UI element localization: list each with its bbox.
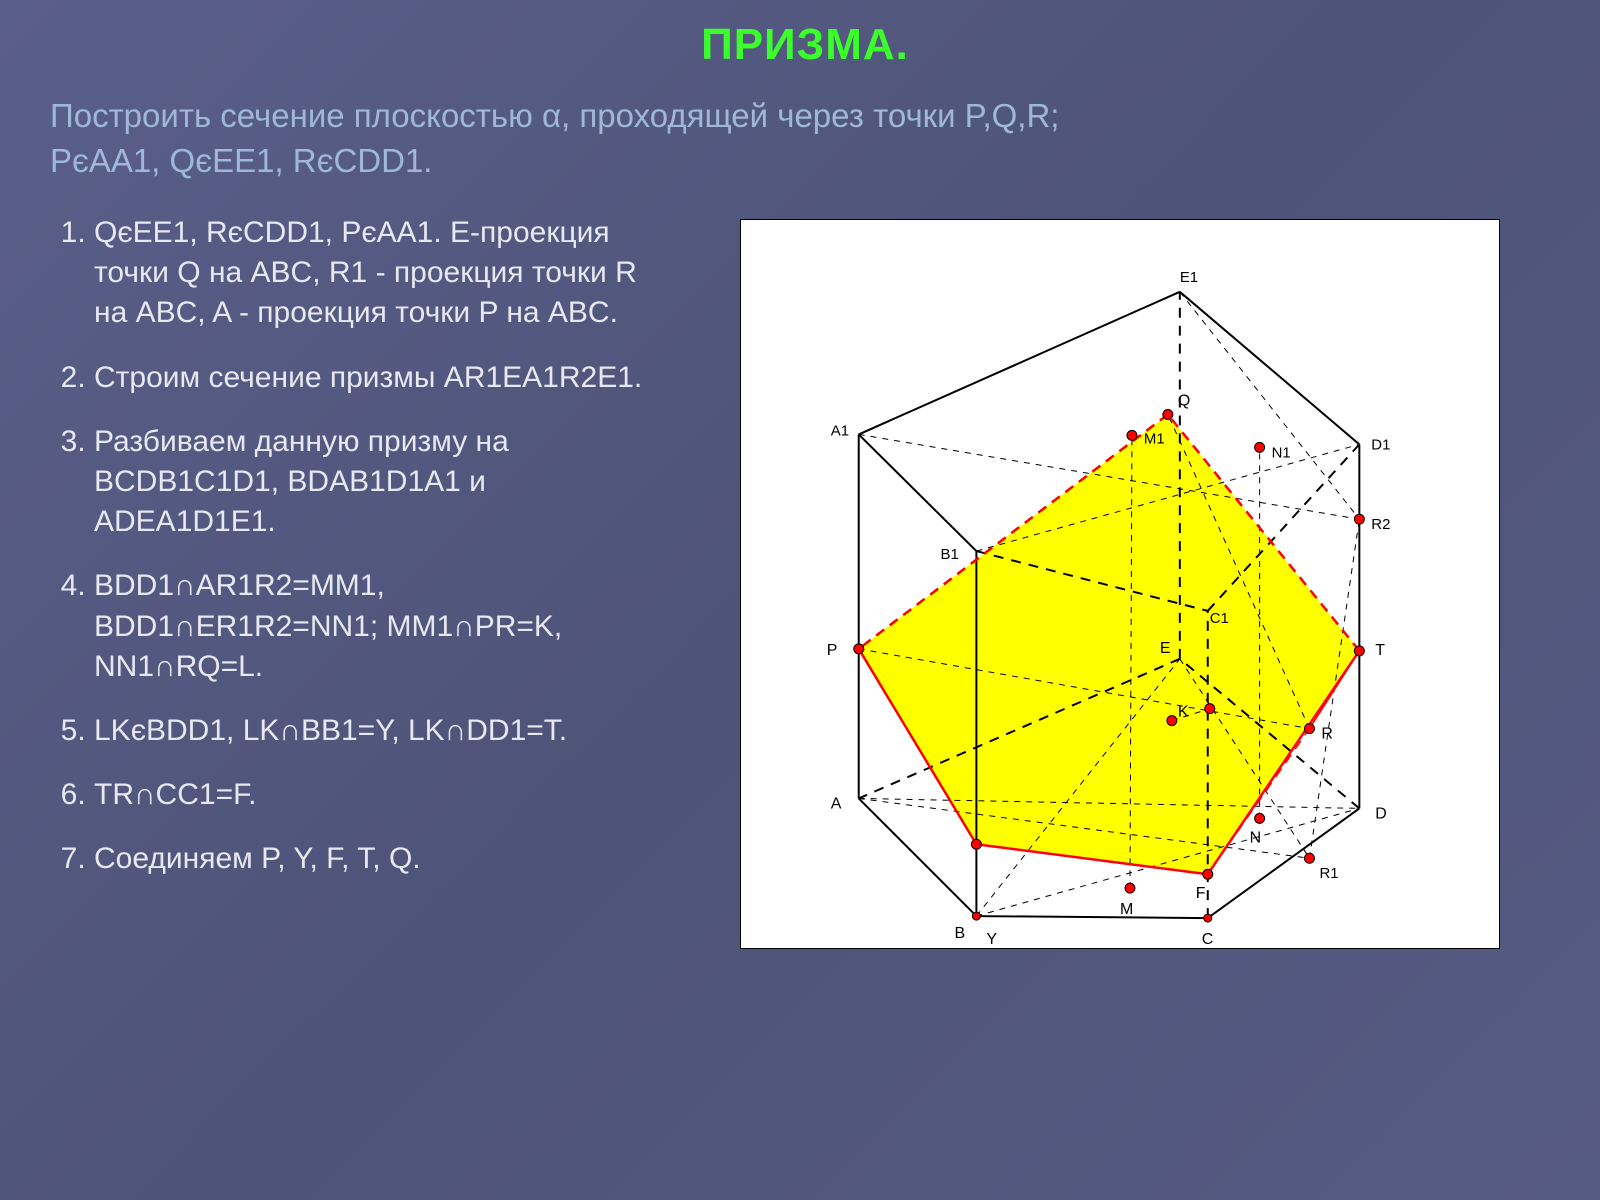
subtitle-line-2: РєАА1, QєEE1, RєCDD1. bbox=[50, 139, 1560, 184]
svg-text:M: M bbox=[1120, 901, 1133, 918]
subtitle-line-1: Построить сечение плоскостью α, проходящ… bbox=[50, 94, 1560, 139]
prism-figure: A1 B1 C1 D1 E1 A B C D E P Q R T R1 R2 M M1 N N1 K Y F bbox=[740, 219, 1500, 949]
svg-text:R: R bbox=[1321, 726, 1333, 743]
step-item: BDD1∩AR1R2=MM1, BDD1∩ER1R2=NN1; MM1∩PR=K… bbox=[94, 566, 650, 687]
svg-text:T: T bbox=[1375, 642, 1385, 659]
steps-list: QєEE1, RєCDD1, PєAA1. E-проекция точки Q… bbox=[50, 213, 650, 879]
svg-text:A1: A1 bbox=[831, 423, 849, 440]
step-item: Строим сечение призмы AR1EA1R2E1. bbox=[94, 358, 650, 398]
svg-text:B: B bbox=[954, 925, 965, 942]
svg-text:A: A bbox=[831, 795, 842, 812]
svg-text:B1: B1 bbox=[940, 546, 958, 563]
svg-text:D1: D1 bbox=[1371, 436, 1390, 453]
svg-text:P: P bbox=[827, 642, 838, 659]
svg-text:N: N bbox=[1250, 829, 1262, 846]
svg-text:K: K bbox=[1178, 704, 1189, 721]
svg-text:E1: E1 bbox=[1180, 269, 1198, 286]
svg-text:E: E bbox=[1160, 640, 1171, 657]
step-item: Разбиваем данную призму на BCDB1C1D1, BD… bbox=[94, 422, 650, 543]
svg-text:R2: R2 bbox=[1371, 516, 1390, 533]
svg-text:C: C bbox=[1202, 931, 1214, 948]
svg-text:C1: C1 bbox=[1210, 610, 1229, 627]
svg-text:M1: M1 bbox=[1144, 430, 1165, 447]
figure-column: A1 B1 C1 D1 E1 A B C D E P Q R T R1 R2 M M1 N N1 K Y F bbox=[680, 213, 1560, 1170]
svg-text:Q: Q bbox=[1178, 393, 1190, 410]
slide-title: ПРИЗМА. bbox=[50, 20, 1560, 70]
svg-text:F: F bbox=[1196, 885, 1206, 902]
step-item: QєEE1, RєCDD1, PєAA1. E-проекция точки Q… bbox=[94, 213, 650, 334]
svg-text:N1: N1 bbox=[1272, 444, 1291, 461]
svg-text:Y: Y bbox=[986, 931, 997, 948]
steps-column: QєEE1, RєCDD1, PєAA1. E-проекция точки Q… bbox=[50, 213, 650, 1170]
svg-text:D: D bbox=[1375, 805, 1387, 822]
slide-subtitle: Построить сечение плоскостью α, проходящ… bbox=[50, 94, 1560, 183]
step-item: TR∩CC1=F. bbox=[94, 775, 650, 815]
svg-text:R1: R1 bbox=[1319, 865, 1338, 882]
step-item: Соединяем P, Y, F, T, Q. bbox=[94, 839, 650, 879]
step-item: LKєBDD1, LK∩BB1=Y, LK∩DD1=T. bbox=[94, 711, 650, 751]
prism-svg: A1 B1 C1 D1 E1 A B C D E P Q R T R1 R2 M M1 N N1 K Y F bbox=[741, 220, 1499, 948]
